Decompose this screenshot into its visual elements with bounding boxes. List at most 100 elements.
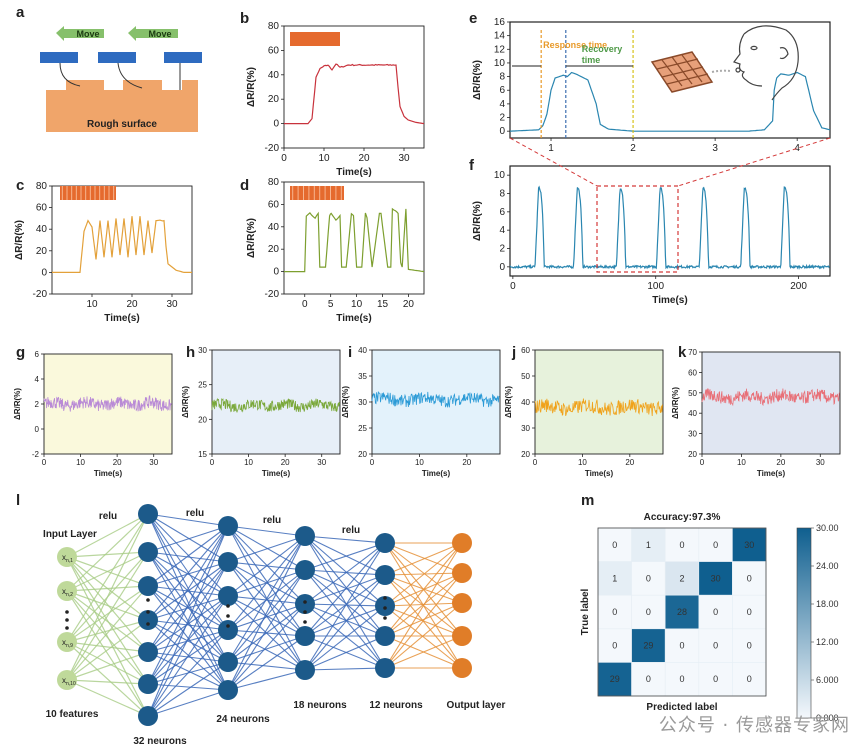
press-stamp-icon <box>60 186 116 200</box>
hidden-node <box>138 706 158 726</box>
grid-sensor-icon <box>650 51 731 93</box>
recovery-time-label: Recovery <box>582 44 623 54</box>
matrix-cell-value: 0 <box>646 573 651 583</box>
matrix-cell-value: 1 <box>612 573 617 583</box>
y-tick-label: -20 <box>33 289 48 300</box>
output-node <box>452 626 472 646</box>
y-axis-label: ΔR/R(%) <box>13 388 22 420</box>
y-tick-label: 8 <box>499 72 505 83</box>
colorbar-tick-label: 6.000 <box>816 675 839 685</box>
x-tick-label: 20 <box>462 458 471 467</box>
hidden-node <box>295 526 315 546</box>
plot-frame-b <box>283 25 425 149</box>
colorbar-tick-label: 30.00 <box>816 523 839 533</box>
hidden-node <box>138 674 158 694</box>
y-tick-label: 50 <box>521 372 530 381</box>
matrix-cell-value: 0 <box>612 641 617 651</box>
y-tick-label: 60 <box>36 203 48 214</box>
chart-d: 0 5 10 15 20 -20 0 20 40 60 80 Time(s) ΔR/R(%) <box>246 177 425 324</box>
relu-label: relu <box>263 515 281 526</box>
y-tick-label: 12 <box>494 44 506 55</box>
chart-c: 10 20 30 -20 0 20 40 60 80 Time(s) ΔR/R(%) <box>14 181 193 324</box>
series-line-b <box>284 63 425 125</box>
matrix-cell: 0 <box>664 527 700 562</box>
input-node: xn,9 <box>57 632 77 652</box>
matrix-cell: 0 <box>698 662 733 697</box>
y-tick-label: 40 <box>36 224 48 235</box>
matrix-cell: 1 <box>631 527 666 562</box>
y-tick-label: 20 <box>36 246 48 257</box>
y-tick-label: 40 <box>688 409 697 418</box>
hidden-node <box>375 565 395 585</box>
matrix-cell: 0 <box>631 662 666 697</box>
series-line-e <box>509 71 831 132</box>
x-axis-label: Time(s) <box>94 469 123 478</box>
matrix-cell: 0 <box>664 662 700 697</box>
y-tick-label: 20 <box>198 415 207 424</box>
matrix-cell-value: 0 <box>747 607 752 617</box>
hidden-node <box>218 586 238 606</box>
y-tick-label: 25 <box>358 424 367 433</box>
press-stamp-icon <box>290 32 340 46</box>
matrix-cell: 29 <box>597 662 632 697</box>
ellipsis-dot <box>303 610 307 614</box>
output-node <box>452 563 472 583</box>
confusion-matrix: Accuracy:97.3% 0 1 0 0 30 1 0 2 30 0 0 0 28 0 0 0 29 0 0 0 29… <box>580 512 839 723</box>
y-tick-label: 4 <box>35 375 40 384</box>
input-node: xn,10 <box>57 670 77 690</box>
matrix-cell: 0 <box>597 527 632 562</box>
y-tick-label: 16 <box>494 17 506 28</box>
y-tick-label: 20 <box>521 450 530 459</box>
ellipsis-dot <box>65 618 69 622</box>
layer-18-label: 18 neurons <box>293 700 347 711</box>
recovery-time-label: time <box>582 55 601 65</box>
hidden-node <box>375 533 395 553</box>
move-arrow-icon-1 <box>56 26 104 41</box>
network-nodes: xn,1 xn,2 xn,9 xn,10 <box>57 504 472 726</box>
y-tick-label: 8 <box>499 189 505 200</box>
y-axis-label: ΔR/R(%) <box>472 201 483 241</box>
y-tick-label: 15 <box>198 450 207 459</box>
panel-label-l: l <box>16 492 20 509</box>
y-tick-label: 10 <box>494 170 506 181</box>
series-line-d <box>284 207 425 273</box>
matrix-cell-value: 0 <box>713 540 718 550</box>
x-tick-label: 10 <box>737 458 746 467</box>
y-tick-label: 80 <box>268 21 280 32</box>
y-tick-label: 0 <box>41 267 47 278</box>
watermark: 公众号 · 传感器专家网 <box>658 715 850 736</box>
x-tick-label: 10 <box>76 458 85 467</box>
colorbar-tick-label: 12.00 <box>816 637 839 647</box>
x-tick-label: 30 <box>166 299 178 310</box>
x-tick-label: 20 <box>776 458 785 467</box>
x-tick-label: 20 <box>113 458 122 467</box>
y-tick-label: 0 <box>35 425 40 434</box>
x-tick-label: 2 <box>630 143 636 154</box>
x-tick-label: 0 <box>281 153 287 164</box>
slider-block-1 <box>40 52 78 63</box>
y-tick-label: 2 <box>35 400 40 409</box>
matrix-cell: 0 <box>631 594 666 630</box>
matrix-cell-value: 0 <box>713 674 718 684</box>
x-tick-label: 10 <box>415 458 424 467</box>
hidden-node <box>295 560 315 580</box>
x-axis-label: Time(s) <box>585 469 614 478</box>
panel-label-g: g <box>16 344 25 361</box>
probe-wire-2 <box>117 62 143 89</box>
matrix-cell: 30 <box>732 527 767 562</box>
y-tick-label: 14 <box>494 31 506 42</box>
x-tick-label: 10 <box>86 299 98 310</box>
ellipsis-dot <box>146 622 150 626</box>
hidden-node <box>295 594 315 614</box>
matrix-cell-value: 0 <box>713 641 718 651</box>
y-tick-label: 40 <box>268 222 280 233</box>
network-edges <box>66 513 463 717</box>
y-axis-label: ΔR/R(%) <box>671 387 680 419</box>
matrix-cell: 0 <box>732 594 767 630</box>
matrix-cell: 28 <box>664 594 700 630</box>
x-tick-label: 15 <box>377 299 389 310</box>
series-line-c <box>52 216 192 273</box>
features-label: 10 features <box>46 709 99 720</box>
x-tick-label: 20 <box>625 458 634 467</box>
